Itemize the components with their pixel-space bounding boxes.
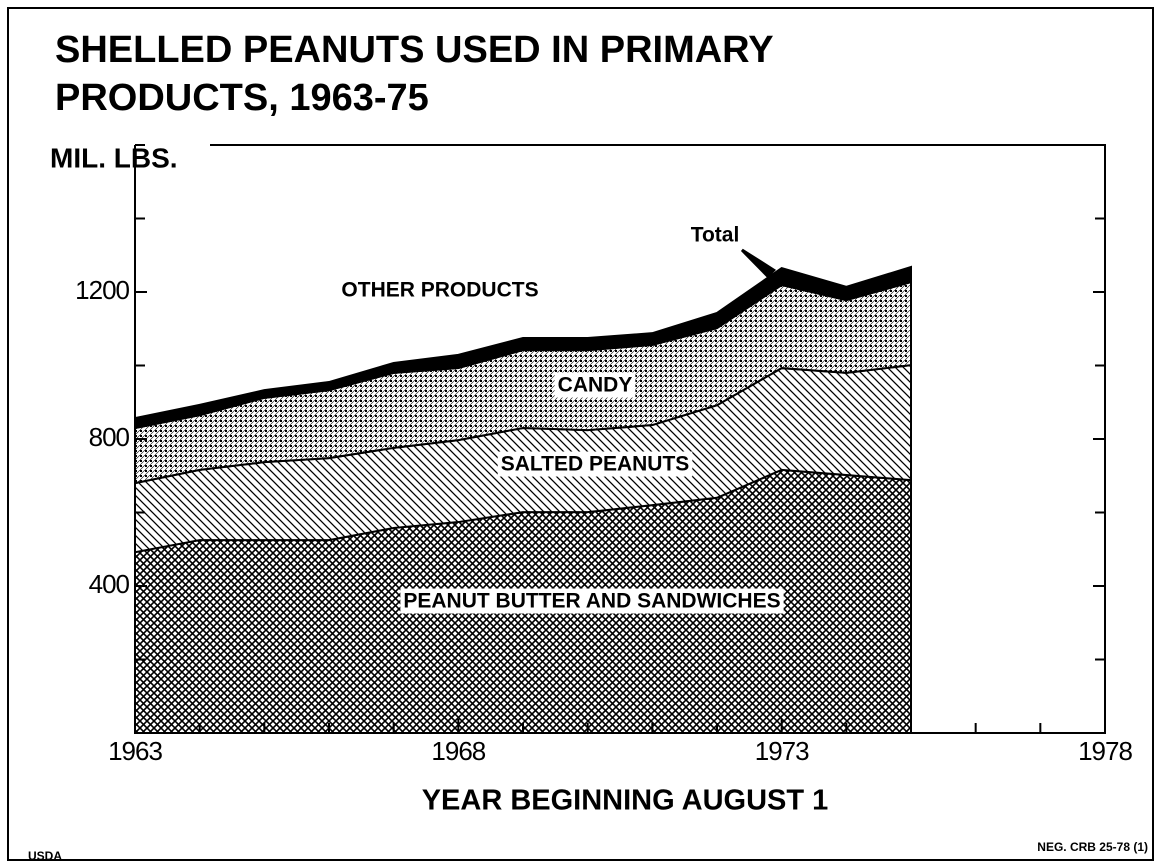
frame — [7, 7, 1154, 861]
annotation: Total — [691, 224, 740, 247]
y-tick-label: 800 — [89, 422, 130, 452]
y-tick-label: 400 — [89, 569, 130, 599]
source: USDA — [28, 849, 62, 863]
chart-title: SHELLED PEANUTS USED IN PRIMARY — [55, 29, 774, 71]
label-bg — [554, 372, 636, 398]
area — [134, 265, 912, 430]
reference: NEG. CRB 25-78 (1) — [1037, 840, 1148, 854]
x-axis-label: YEAR BEGINNING AUGUST 1 — [422, 785, 829, 817]
y-tick-label: 1200 — [75, 275, 129, 305]
x-tick-label: 1973 — [755, 736, 809, 766]
series-label: PEANUT BUTTER AND SANDWICHES — [403, 590, 780, 613]
label-bg — [400, 588, 784, 614]
series-label: SALTED PEANUTS — [501, 453, 690, 476]
x-tick-label: 1968 — [431, 736, 485, 766]
series-label: CANDY — [558, 374, 633, 397]
x-tick-label: 1963 — [108, 736, 162, 766]
chart-title: PRODUCTS, 1963-75 — [55, 77, 429, 119]
y-axis-label: MIL. LBS. — [50, 142, 178, 173]
x-tick-label: 1978 — [1078, 736, 1132, 766]
annotation-arrow — [740, 248, 777, 279]
series-label: OTHER PRODUCTS — [341, 279, 538, 302]
label-bg — [497, 451, 693, 477]
